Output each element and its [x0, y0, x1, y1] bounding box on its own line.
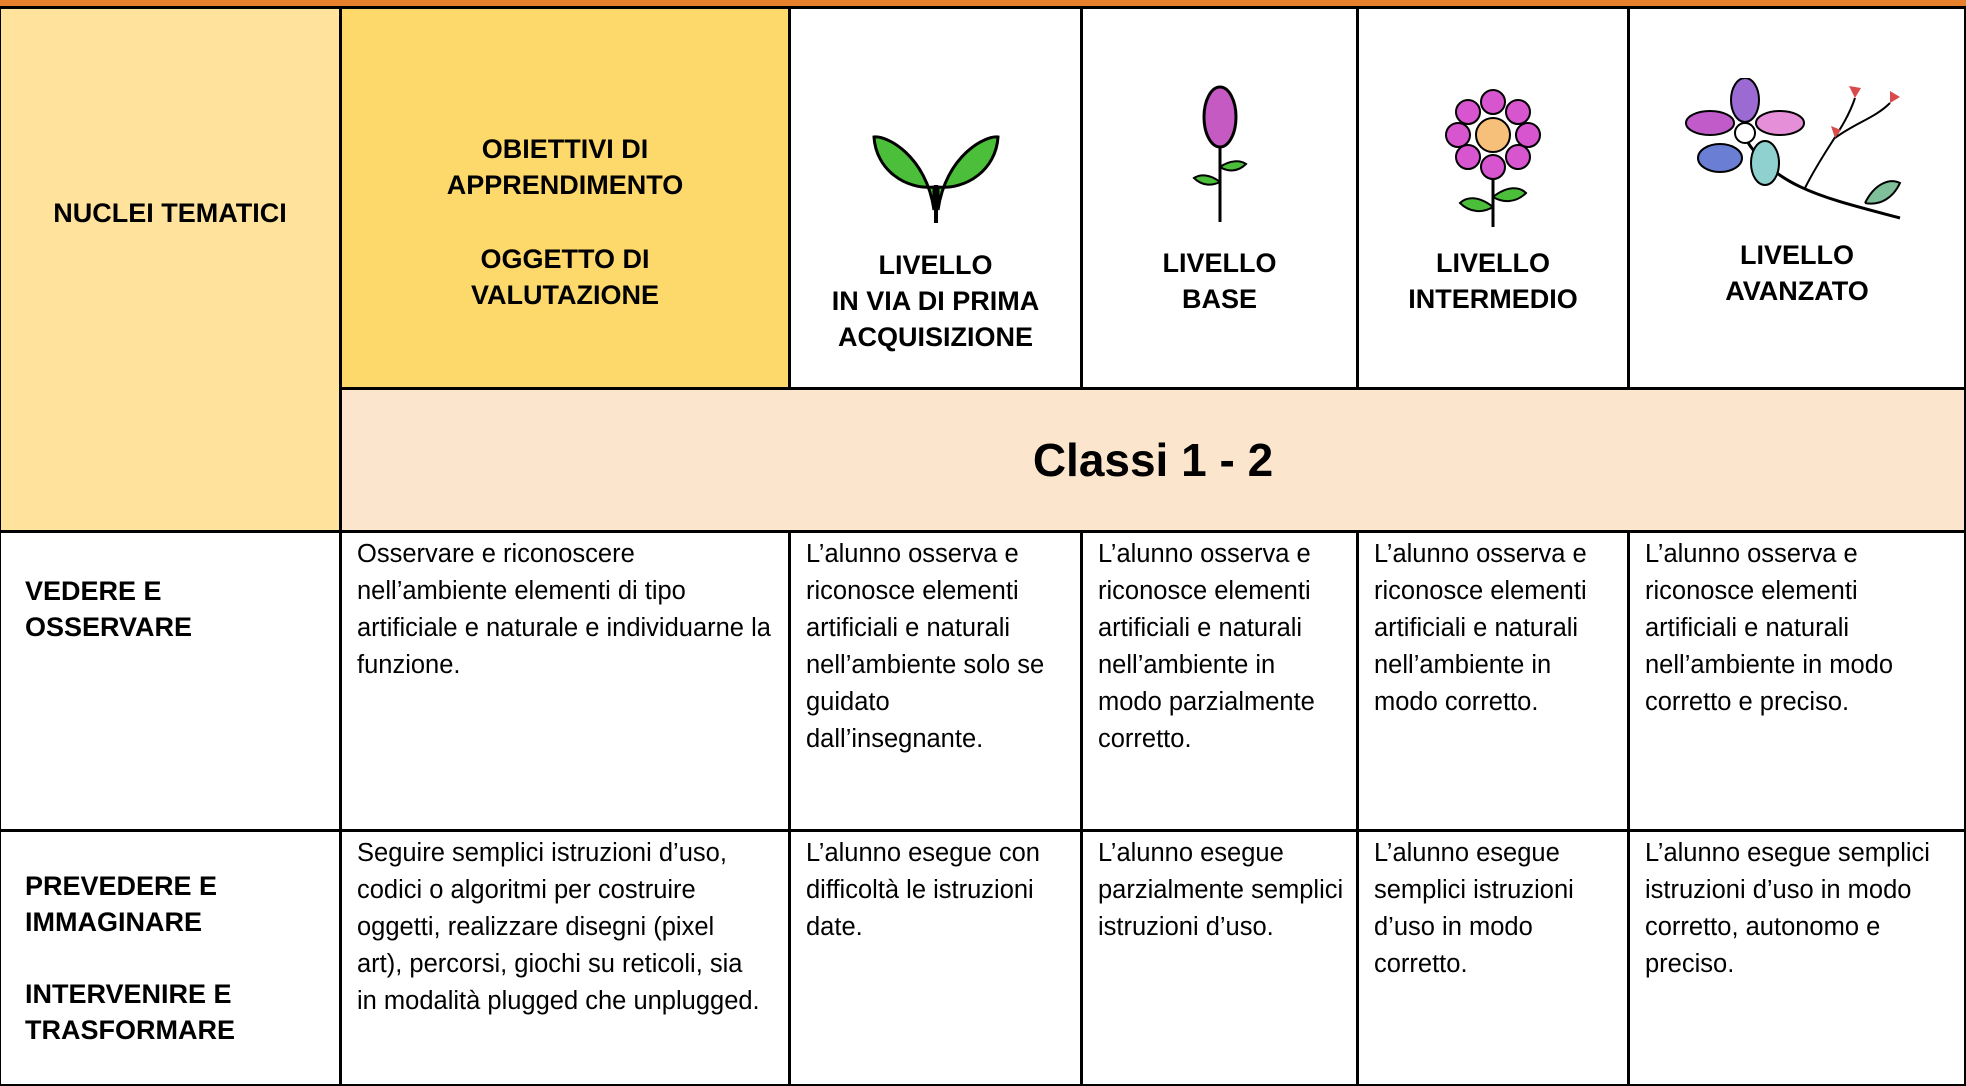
nuclei-header: NUCLEI TEMATICI: [53, 198, 287, 228]
level-header-cell: LIVELLO BASE: [1081, 7, 1358, 389]
nucleo-cell: VEDERE E OSSERVARE: [0, 531, 341, 831]
advanced-flower-icon: [1684, 78, 1901, 220]
nucleo: INTERVENIRE E TRASFORMARE: [25, 979, 235, 1045]
nucleo-cell: PREVEDERE E IMMAGINARE INTERVENIRE E TRA…: [0, 830, 341, 1086]
spacer: [342, 203, 788, 241]
level-label: LIVELLO: [1436, 248, 1550, 278]
descrittore-cell: L’alunno esegue con difficoltà le istruz…: [789, 830, 1082, 1086]
leaf-icon: [871, 135, 1000, 223]
header-line: OGGETTO DI: [480, 244, 650, 274]
classi-cell: Classi 1 - 2: [340, 388, 1966, 532]
header-line: VALUTAZIONE: [471, 280, 659, 310]
level-label: IN VIA DI PRIMA: [831, 286, 1040, 316]
level-label: LIVELLO: [1740, 240, 1854, 270]
descrittore-cell: L’alunno osserva e riconosce elementi ar…: [1628, 531, 1966, 831]
level-label: LIVELLO: [878, 250, 993, 280]
level-label: INTERMEDIO: [1408, 284, 1578, 314]
descrittore-cell: L’alunno osserva e riconosce elementi ar…: [1081, 531, 1358, 831]
flower-icon: [1445, 89, 1541, 227]
descrittore-cell: L’alunno osserva e riconosce elementi ar…: [789, 531, 1082, 831]
header-line: APPRENDIMENTO: [446, 170, 684, 200]
descrittore-cell: L’alunno esegue semplici istruzioni d’us…: [1628, 830, 1966, 1086]
level-header-cell: LIVELLO INTERMEDIO: [1357, 7, 1629, 389]
level-label: ACQUISIZIONE: [837, 322, 1033, 352]
descrittore-cell: L’alunno esegue semplici istruzioni d’us…: [1357, 830, 1629, 1086]
classi-label: Classi 1 - 2: [1032, 434, 1274, 486]
descrittore-cell: L’alunno esegue parzialmente semplici is…: [1081, 830, 1358, 1086]
level-label: BASE: [1181, 284, 1257, 314]
nucleo: PREVEDERE E IMMAGINARE: [25, 871, 218, 937]
bud-icon: [1191, 85, 1248, 222]
level-header-cell: LIVELLO IN VIA DI PRIMA ACQUISIZIONE: [789, 7, 1082, 389]
obiettivi-header-cell: OBIETTIVI DI APPRENDIMENTO OGGETTO DI VA…: [340, 7, 790, 389]
level-label: LIVELLO: [1162, 248, 1277, 278]
header-line: OBIETTIVI DI: [481, 134, 649, 164]
obiettivo-cell: Seguire semplici istruzioni d’uso, codic…: [340, 830, 790, 1086]
descrittore-cell: L’alunno osserva e riconosce elementi ar…: [1357, 531, 1629, 831]
spacer: [25, 940, 339, 976]
nuclei-header-cell: NUCLEI TEMATICI: [0, 7, 341, 532]
nucleo: VEDERE E OSSERVARE: [25, 576, 193, 642]
level-header-cell: LIVELLO AVANZATO: [1628, 7, 1966, 389]
obiettivo-cell: Osservare e riconoscere nell’ambiente el…: [340, 531, 790, 831]
level-label: AVANZATO: [1725, 276, 1869, 306]
